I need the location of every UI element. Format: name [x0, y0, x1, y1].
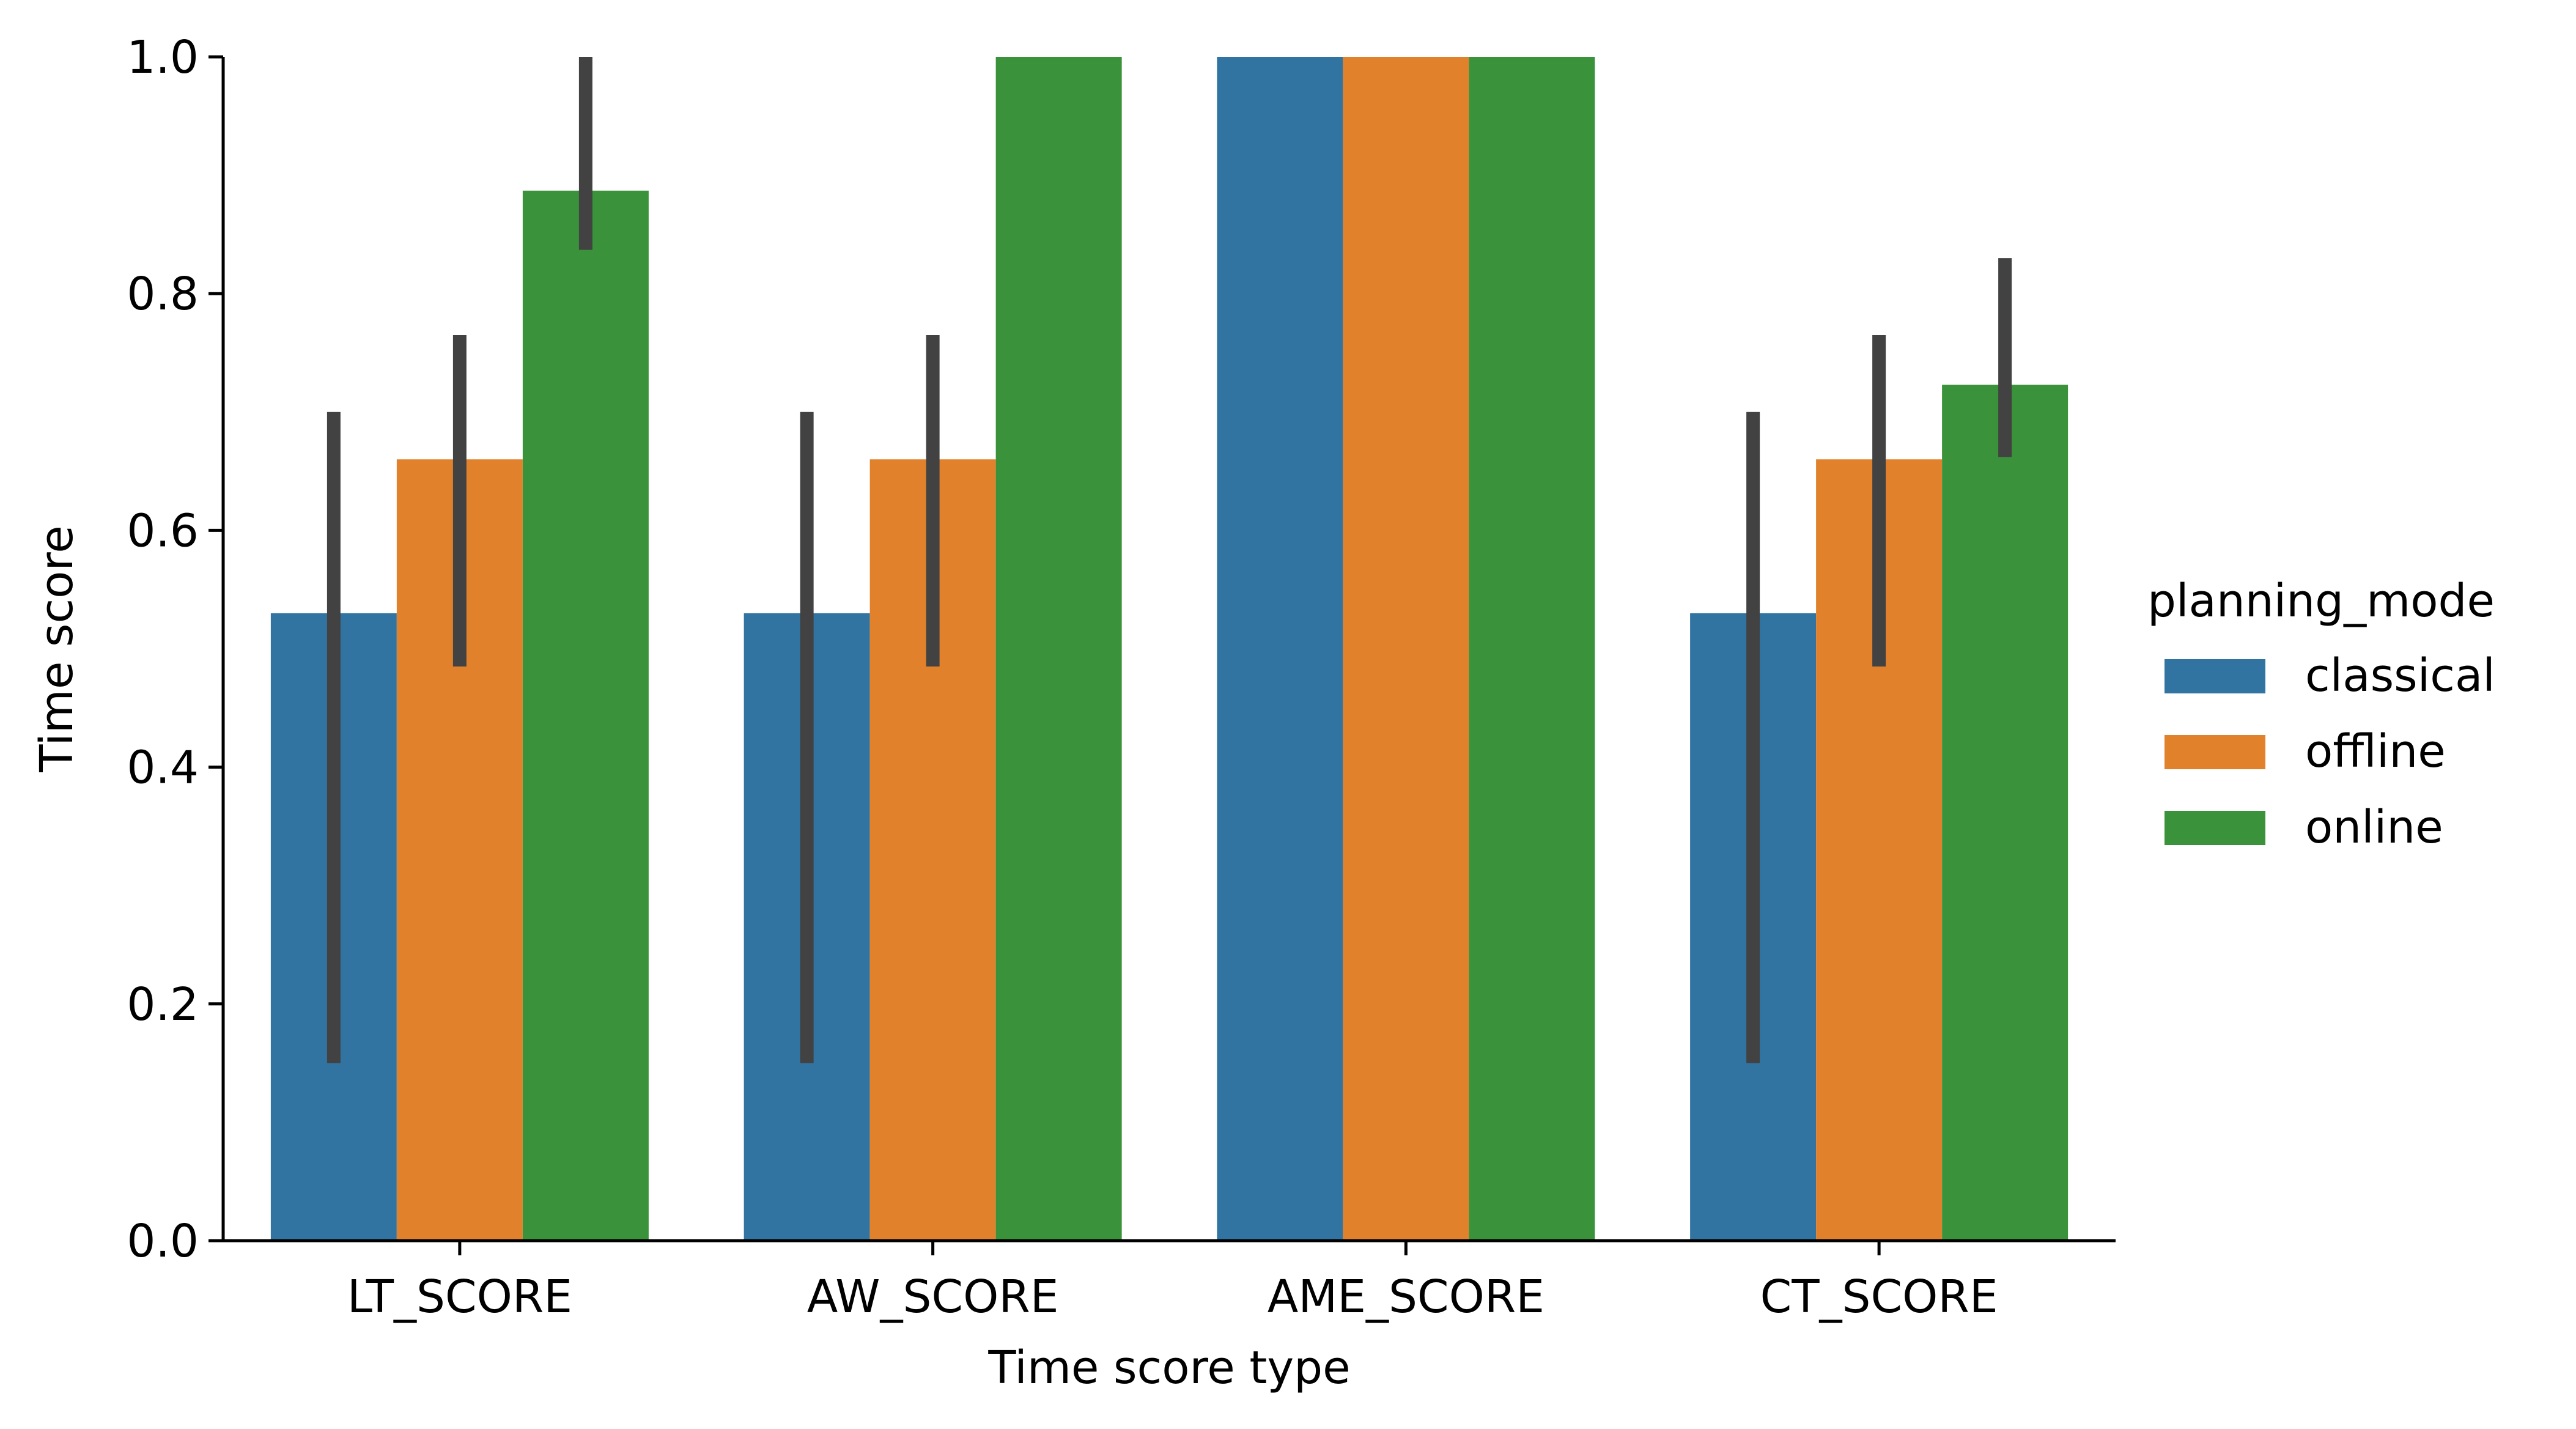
bars-layer	[270, 57, 2069, 1241]
y-ticks: 0.0 0.2 0.4 0.6 0.8 1.0	[127, 31, 223, 1268]
axes-layer	[221, 57, 2116, 1243]
bar-online-ame_score	[1469, 57, 1595, 1241]
y-tick-label: 1.0	[127, 31, 199, 84]
y-axis-label: Time score	[31, 525, 83, 772]
x-axis-label: Time score type	[987, 1342, 1350, 1394]
y-tick-label: 0.6	[127, 504, 199, 557]
y-tick-label: 0.0	[127, 1215, 199, 1268]
bar-online-ct_score	[1942, 385, 2069, 1241]
bar-online-aw_score	[995, 57, 1122, 1241]
error-bars-layer	[327, 57, 2012, 1063]
x-tick-label-ct_score: CT_SCORE	[1760, 1271, 1998, 1323]
y-tick-label: 0.8	[127, 268, 199, 320]
bar-offline-ame_score	[1343, 57, 1469, 1241]
legend-label-classical: classical	[2305, 649, 2495, 702]
legend-label-online: online	[2305, 801, 2443, 854]
y-tick-label: 0.2	[127, 978, 199, 1031]
legend-label-offline: offline	[2305, 725, 2446, 778]
legend-items: classical offline online	[2165, 649, 2495, 854]
x-tick-label-ame_score: AME_SCORE	[1268, 1271, 1544, 1323]
legend: planning_mode classical offline online	[2147, 575, 2495, 854]
legend-swatch-online	[2165, 811, 2265, 845]
legend-title: planning_mode	[2147, 575, 2495, 627]
legend-swatch-classical	[2165, 659, 2265, 693]
x-tick-label-lt_score: LT_SCORE	[347, 1271, 572, 1323]
y-tick-label: 0.4	[127, 742, 199, 794]
legend-swatch-offline	[2165, 735, 2265, 769]
bar-classical-ame_score	[1217, 57, 1343, 1241]
bar-online-lt_score	[522, 190, 649, 1241]
x-ticks: LT_SCORE AW_SCORE AME_SCORE CT_SCORE	[347, 1241, 1998, 1323]
x-tick-label-aw_score: AW_SCORE	[807, 1271, 1059, 1323]
